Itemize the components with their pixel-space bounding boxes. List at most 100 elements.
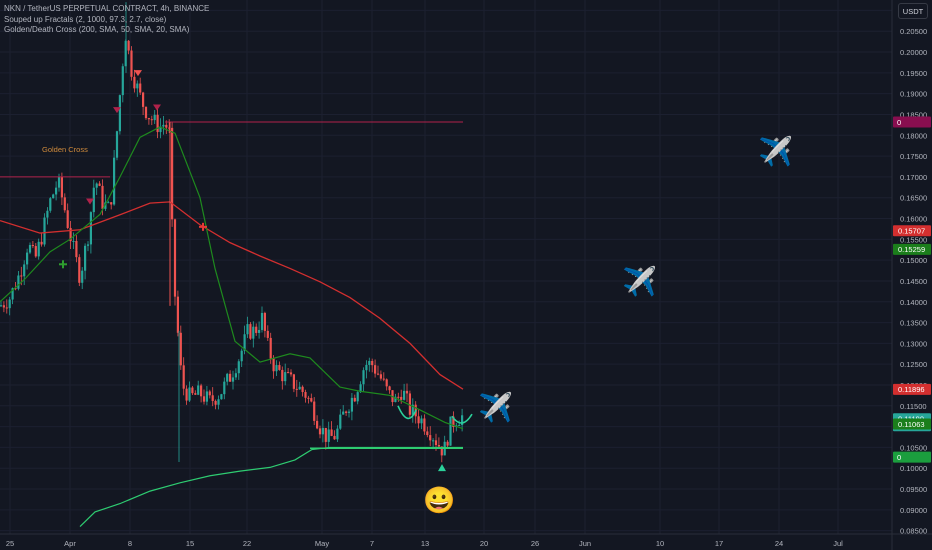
- y-tick-label: 0.15500: [900, 235, 927, 244]
- candle-body: [89, 212, 92, 245]
- candle-body: [266, 330, 269, 338]
- candle-body: [452, 416, 455, 428]
- candle-body: [8, 299, 11, 309]
- candle-body: [278, 365, 281, 370]
- y-tick-label: 0.17000: [900, 173, 927, 182]
- y-tick-label: 0.20000: [900, 48, 927, 57]
- candle-body: [95, 183, 98, 188]
- candle-body: [287, 372, 290, 374]
- candle-body: [260, 312, 264, 330]
- candle-body: [118, 95, 121, 132]
- candle-body: [220, 394, 223, 400]
- legend-cross: Golden/Death Cross (200, SMA, 50, SMA, 2…: [4, 25, 190, 34]
- candle-body: [86, 244, 90, 246]
- candle-body: [382, 378, 385, 380]
- candle-body: [339, 414, 342, 429]
- candle-body: [356, 392, 359, 402]
- y-tick-label: 0.19500: [900, 69, 927, 78]
- price-label-text: 0.11063: [898, 420, 925, 429]
- candle-body: [397, 396, 400, 398]
- candle-body: [333, 435, 336, 440]
- candle-body: [0, 305, 3, 307]
- candle-body: [197, 385, 200, 395]
- cup-left-arc: [397, 405, 417, 420]
- chart-grid: [0, 0, 892, 534]
- candle-body: [130, 50, 133, 77]
- candle-body: [350, 397, 353, 412]
- x-tick-label: 7: [370, 539, 374, 548]
- candle-body: [139, 83, 142, 93]
- y-tick-label: 0.19000: [900, 90, 927, 99]
- airplane-emoji-icon: ✈️: [478, 392, 513, 423]
- candle-body: [214, 400, 217, 405]
- y-tick-label: 0.13500: [900, 319, 927, 328]
- candle-body: [188, 387, 191, 401]
- fractal-trail-line: [79, 446, 463, 527]
- candle-body: [49, 198, 52, 211]
- currency-button[interactable]: USDT: [898, 3, 928, 19]
- candle-body: [69, 227, 72, 242]
- x-tick-label: 13: [421, 539, 429, 548]
- candle-body: [275, 365, 278, 372]
- candle-body: [136, 83, 139, 89]
- candle-body: [231, 377, 235, 382]
- down-fractal-marker: [113, 107, 121, 114]
- candle-body: [40, 241, 43, 245]
- candle-body: [269, 337, 272, 359]
- y-tick-label: 0.10000: [900, 464, 927, 473]
- chart-legend: NKN / TetherUS PERPETUAL CONTRACT, 4h, B…: [4, 4, 209, 36]
- candle-body: [237, 361, 240, 374]
- candle-body: [115, 131, 119, 158]
- candle-body: [60, 176, 63, 198]
- price-axis: 0.210000.205000.200000.195000.190000.185…: [891, 0, 931, 550]
- candle-body: [78, 257, 81, 283]
- candle-body: [426, 431, 429, 436]
- sma50-line: [0, 126, 464, 430]
- candle-body: [162, 124, 165, 127]
- candle-body: [57, 176, 61, 188]
- candle-body: [284, 372, 287, 382]
- x-tick-label: May: [315, 539, 329, 548]
- price-label-box: [893, 418, 931, 430]
- price-label-box: [893, 383, 931, 395]
- candle-body: [173, 219, 177, 297]
- candle-body: [385, 379, 388, 387]
- candle-body: [194, 393, 197, 395]
- grinning-face-emoji-icon: 😀: [423, 485, 456, 515]
- candle-body: [202, 396, 206, 402]
- candle-body: [368, 360, 371, 365]
- candle-body: [168, 127, 171, 129]
- candle-body: [324, 427, 327, 442]
- candle-body: [388, 386, 391, 391]
- candle-body: [159, 126, 162, 133]
- candle-body: [185, 388, 188, 401]
- plot-area: [0, 2, 473, 527]
- x-tick-label: 8: [128, 539, 132, 548]
- candle-body: [92, 187, 95, 213]
- candle-body: [420, 418, 423, 424]
- x-tick-label: 25: [6, 539, 14, 548]
- candle-body: [263, 312, 266, 331]
- x-tick-label: Jun: [579, 539, 591, 548]
- time-axis: 25 Apr 8 15 22 May 7 13 20 26 Jun 10 17 24 Jul: [0, 533, 932, 548]
- candle-body: [432, 440, 435, 442]
- candle-body: [449, 416, 452, 446]
- candle-body: [461, 415, 464, 425]
- legend-fractals: Souped up Fractals (2, 1000, 97.3, 2.7, …: [4, 14, 167, 24]
- y-tick-label: 0.18500: [900, 110, 927, 119]
- candle-body: [110, 202, 113, 205]
- candle-body: [200, 385, 203, 397]
- candle-body: [52, 194, 55, 199]
- candle-body: [63, 197, 66, 211]
- candle-body: [289, 372, 293, 375]
- y-tick-label: 0.20500: [900, 27, 927, 36]
- candle-body: [310, 398, 313, 402]
- candle-body: [20, 275, 23, 277]
- candle-body: [362, 370, 365, 385]
- candle-body: [176, 296, 179, 333]
- candle-body: [295, 388, 298, 390]
- down-fractal-marker: [86, 198, 94, 205]
- price-label-box: [893, 225, 931, 237]
- candle-body: [55, 187, 58, 195]
